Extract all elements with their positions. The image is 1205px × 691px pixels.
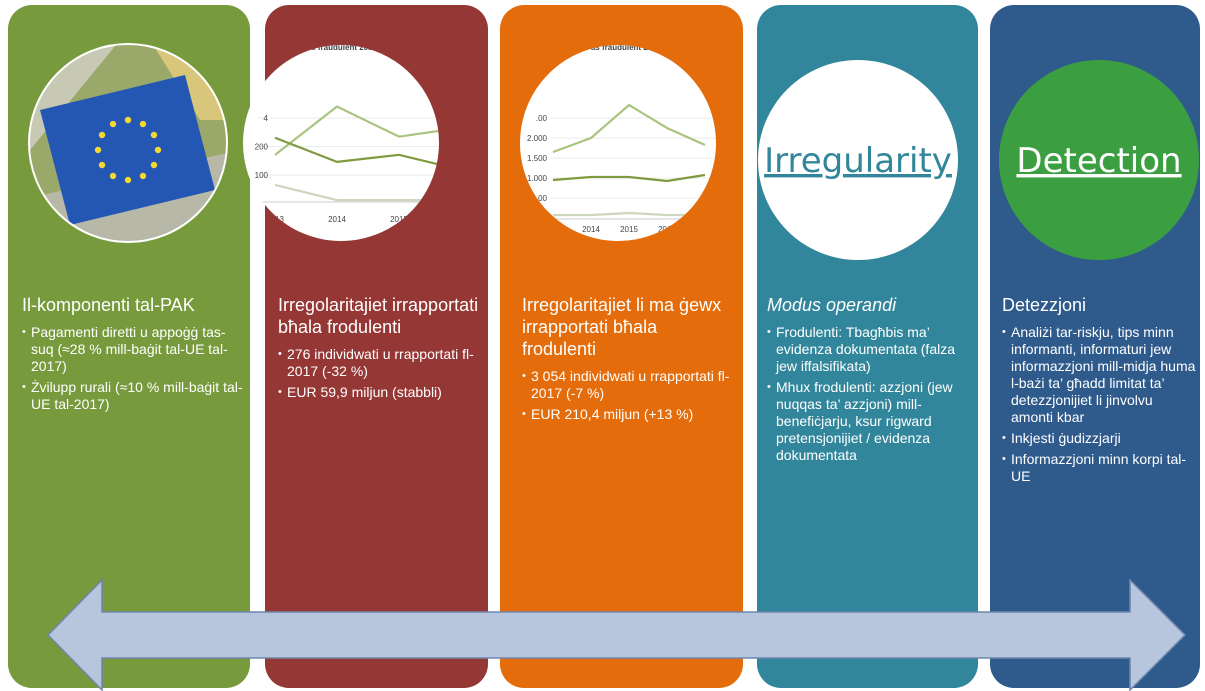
bullet: EUR 210,4 miljun (+13 %): [522, 406, 734, 423]
chart-title: ities not reported as fraudulent 2013-17…: [523, 43, 713, 52]
bullet-list: Pagamenti diretti u appoġġ tas-suq (≈28 …: [22, 324, 247, 413]
column: Il-komponenti tal-PAK Pagamenti diretti u…: [22, 294, 247, 417]
y-tick-label: 200: [255, 143, 269, 152]
series-line: [553, 211, 705, 217]
star: [94, 146, 102, 154]
bullet: Inkjesti ġudizzjarji: [1002, 430, 1198, 447]
series-line: [552, 173, 706, 183]
column: Irregolaritajiet li ma ġewx irrapportati…: [522, 294, 734, 427]
double-arrow: [46, 578, 1187, 691]
column-title: Detezzjoni: [1002, 295, 1087, 315]
circle-frame: [520, 45, 716, 241]
star: [109, 172, 117, 180]
y-tick-label: 1.000: [527, 174, 548, 183]
column: Modus operandi Frodulenti: Tbagħbis ma’ e…: [767, 294, 967, 468]
column: Irregolaritajiet irrapportati bħala frod…: [278, 294, 483, 405]
bullet: Frodulenti: Tbagħbis ma’ evidenza dokume…: [767, 324, 967, 375]
bullet: Żvilupp rurali (≈10 % mill-baġit tal-UE …: [22, 379, 247, 413]
star: [154, 146, 162, 154]
bullet: Analiżi tar-riskju, tips minn informanti…: [1002, 324, 1198, 426]
bullet: 3 054 individwati u rrapportati fl-2017 …: [522, 368, 734, 402]
series-line: [274, 105, 439, 171]
bullet: EUR 59,9 miljun (stabbli): [278, 384, 483, 401]
badge-circle: [999, 60, 1199, 260]
x-tick-label: 2014: [328, 215, 346, 224]
column-title: Irregolaritajiet li ma ġewx irrapportati…: [522, 295, 722, 359]
bullet-list: 3 054 individwati u rrapportati fl-2017 …: [522, 368, 734, 423]
y-tick-label: .00: [536, 114, 548, 123]
y-tick-label: 1.500: [527, 154, 548, 163]
circle-frame: [28, 43, 228, 243]
star: [124, 176, 132, 184]
star: [150, 131, 158, 139]
y-tick-label: 4: [264, 114, 269, 123]
bullet: Pagamenti diretti u appoġġ tas-suq (≈28 …: [22, 324, 247, 375]
star: [150, 161, 158, 169]
bullet-list: 276 individwati u rrapportati fl-2017 (-…: [278, 346, 483, 401]
star: [124, 116, 132, 124]
x-tick-label: 2014: [582, 225, 600, 234]
bullet-list: Frodulenti: Tbagħbis ma’ evidenza dokume…: [767, 324, 967, 464]
y-tick-label: 2.000: [527, 134, 548, 143]
bullet: Mhux frodulenti: azzjoni (jew nuqqas ta’…: [767, 379, 967, 464]
column: Detezzjoni Analiżi tar-riskju, tips minn …: [1002, 294, 1198, 489]
bullet: 276 individwati u rrapportati fl-2017 (-…: [278, 346, 483, 380]
bullet-list: Analiżi tar-riskju, tips minn informanti…: [1002, 324, 1198, 485]
badge-text: Irregularity: [764, 141, 952, 181]
y-tick-label: 00: [538, 194, 547, 203]
x-tick-label: 2015: [620, 225, 638, 234]
star: [139, 172, 147, 180]
star: [139, 120, 147, 128]
column-title: Il-komponenti tal-PAK: [22, 295, 195, 315]
bullet: Informazzjoni minn korpi tal-UE: [1002, 451, 1198, 485]
chart-title: uantities reported as fraudulent 2013-17…: [237, 43, 445, 52]
circle-frame: [243, 45, 439, 241]
column-title: Irregolaritajiet irrapportati bħala frod…: [278, 295, 479, 337]
badge-circle: [758, 60, 958, 260]
series-line: [274, 183, 439, 202]
star: [98, 161, 106, 169]
column-title: Modus operandi: [767, 295, 897, 315]
series-line: [274, 136, 439, 171]
star: [109, 120, 117, 128]
x-tick-label: 2015: [390, 215, 408, 224]
y-tick-label: 100: [255, 171, 269, 180]
badge-text: Detection: [1016, 141, 1181, 181]
series-line: [552, 103, 706, 154]
star: [98, 131, 106, 139]
